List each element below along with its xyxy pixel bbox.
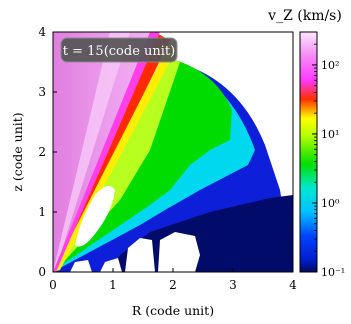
x-tick-label: 1 bbox=[109, 278, 117, 292]
y-ticks: 0 1 2 3 4 bbox=[38, 25, 57, 279]
white-hole-5 bbox=[70, 260, 92, 272]
y-tick-label: 1 bbox=[38, 205, 46, 219]
x-ticks: 0 1 2 3 4 bbox=[49, 268, 297, 292]
disk-region bbox=[110, 195, 293, 272]
white-hole-2 bbox=[125, 238, 155, 272]
annotation-box bbox=[60, 37, 178, 63]
colorbar-tick-label: 10¹ bbox=[321, 128, 339, 141]
white-hole-1 bbox=[75, 186, 115, 247]
y-tick-label: 2 bbox=[38, 145, 46, 159]
y-tick-label: 0 bbox=[38, 265, 46, 279]
x-tick-label: 2 bbox=[169, 278, 177, 292]
colorbar-ticks: 10⁻¹ 10⁰ 10¹ 10² bbox=[312, 31, 345, 279]
shock-front-yellow bbox=[53, 42, 176, 272]
white-hole-3 bbox=[158, 232, 200, 272]
colorbar-tick-label: 10⁰ bbox=[321, 197, 340, 210]
colorbar-title: v_Z (km/s) bbox=[267, 8, 342, 24]
y-tick-label: 4 bbox=[38, 25, 46, 39]
y-axis-label: z (code unit) bbox=[10, 112, 25, 191]
shock-front-red bbox=[53, 34, 170, 272]
x-tick-label: 3 bbox=[229, 278, 237, 292]
x-tick-label: 0 bbox=[49, 278, 57, 292]
heatmap-field bbox=[53, 32, 293, 272]
outer-mask bbox=[176, 32, 293, 186]
y-tick-label: 3 bbox=[38, 85, 46, 99]
jet-streak bbox=[53, 32, 130, 272]
colorbar-tick-label: 10⁻¹ bbox=[321, 266, 345, 279]
colorbar-tick-label: 10² bbox=[321, 59, 339, 72]
annotation-text: t = 15(code unit) bbox=[63, 44, 175, 59]
x-tick-label: 4 bbox=[289, 278, 297, 292]
shock-front-magenta bbox=[53, 32, 160, 272]
x-axis-label: R (code unit) bbox=[132, 303, 214, 318]
colorbar bbox=[299, 31, 318, 273]
white-hole-4 bbox=[100, 258, 122, 272]
